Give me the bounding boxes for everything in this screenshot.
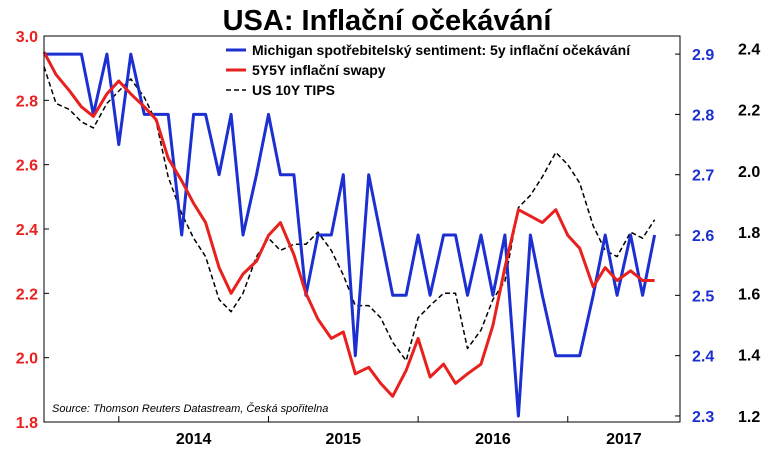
right2-axis-tick-label: 1.4 — [738, 348, 760, 365]
x-axis-tick-label: 2016 — [475, 431, 511, 448]
legend-label-michigan: Michigan spotřebitelský sentiment: 5y in… — [252, 42, 631, 58]
right1-axis-tick-label: 2.7 — [692, 168, 714, 185]
plot-frame — [43, 35, 681, 423]
x-axis-tick-label: 2015 — [325, 431, 361, 448]
series-layer — [42, 51, 657, 418]
legend-label-tips: US 10Y TIPS — [252, 82, 335, 98]
series-line-michigan — [44, 52, 657, 418]
left-axis-tick-label: 2.8 — [16, 93, 38, 110]
legend: Michigan spotřebitelský sentiment: 5y in… — [226, 42, 631, 98]
left-axis-tick-label: 2.2 — [16, 286, 38, 303]
right2-axis-tick-label: 1.8 — [738, 225, 760, 242]
series-line-tips — [43, 66, 656, 362]
left-axis-tick-label: 2.0 — [16, 351, 38, 368]
right1-axis-tick-label: 2.3 — [692, 409, 714, 426]
x-axis-tick-label: 2014 — [176, 431, 212, 448]
x-axis-tick-label: 2017 — [606, 431, 642, 448]
left-axis-tick-label: 2.4 — [16, 222, 38, 239]
right2-axis-tick-label: 1.2 — [738, 409, 760, 426]
right2-axis-tick-label: 2.2 — [738, 103, 760, 120]
series-line-swaps — [42, 51, 655, 398]
left-axis-tick-label: 3.0 — [16, 29, 38, 46]
right1-axis-tick-label: 2.4 — [692, 349, 714, 366]
right1-axis-tick-label: 2.5 — [692, 288, 714, 305]
right2-axis-tick-label: 2.0 — [738, 164, 760, 181]
left-axis-tick-label: 2.6 — [16, 158, 38, 175]
axes-layer: 1.8 2.0 2.2 2.4 2.6 2.8 3.0 2.3 2.4 2.5 2.6 2.7 2.8 2… — [16, 29, 761, 448]
right2-axis-tick-label: 1.6 — [738, 286, 760, 303]
chart-title: USA: Inflační očekávání — [223, 5, 553, 37]
right1-axis-tick-label: 2.8 — [692, 107, 714, 124]
right1-axis-tick-label: 2.6 — [692, 228, 714, 245]
right1-axis-tick-label: 2.9 — [692, 47, 714, 64]
legend-label-swaps: 5Y5Y inflační swapy — [252, 62, 386, 78]
left-axis-tick-label: 1.8 — [16, 415, 38, 432]
source-note: Source: Thomson Reuters Datastream, Česk… — [52, 402, 328, 415]
right2-axis-tick-label: 2.4 — [738, 41, 760, 58]
